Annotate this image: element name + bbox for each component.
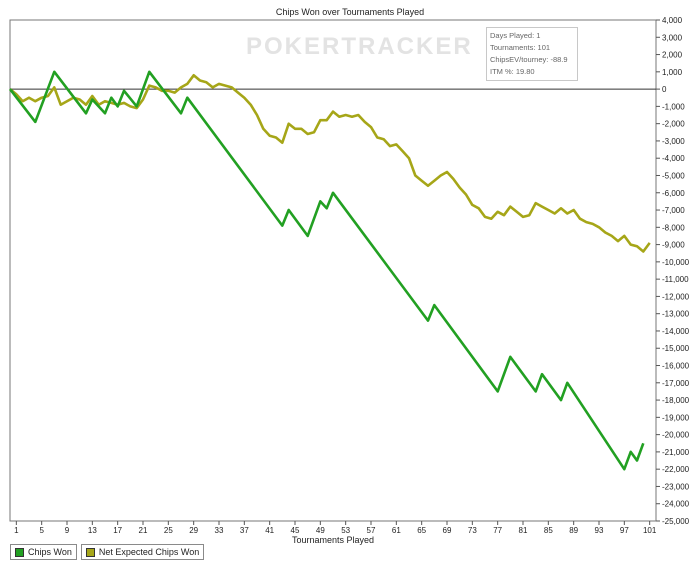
y-tick-label: -18,000 xyxy=(662,396,690,405)
x-tick-label: 37 xyxy=(240,526,249,535)
stat-chips-ev: ChipsEV/tourney: -88.9 xyxy=(490,55,568,64)
stats-box: Days Played: 1 Tournaments: 101 ChipsEV/… xyxy=(486,27,578,81)
y-tick-label: 0 xyxy=(662,85,667,94)
y-tick-label: -7,000 xyxy=(662,206,685,215)
y-tick-label: -2,000 xyxy=(662,120,685,129)
y-tick-label: -14,000 xyxy=(662,327,690,336)
y-tick-label: -15,000 xyxy=(662,344,690,353)
legend-swatch-chips-won xyxy=(15,547,24,557)
y-tick-label: -13,000 xyxy=(662,310,690,319)
y-tick-label: -6,000 xyxy=(662,189,685,198)
legend-swatch-net-expected-chips-won xyxy=(85,547,95,557)
y-tick-label: -8,000 xyxy=(662,223,685,232)
y-tick-label: 2,000 xyxy=(662,51,683,60)
x-tick-label: 17 xyxy=(113,526,122,535)
x-tick-label: 69 xyxy=(443,526,452,535)
series-line-chips-won xyxy=(8,70,645,471)
x-tick-label: 1 xyxy=(14,526,19,535)
chart-title: Chips Won over Tournaments Played xyxy=(275,7,425,17)
x-tick-label: 81 xyxy=(519,526,528,535)
x-tick-label: 13 xyxy=(88,526,97,535)
y-tick-label: -20,000 xyxy=(662,431,690,440)
y-tick-label: -3,000 xyxy=(662,137,685,146)
y-tick-label: 3,000 xyxy=(662,33,683,42)
y-tick-label: -21,000 xyxy=(662,448,690,457)
x-tick-label: 5 xyxy=(39,526,44,535)
y-tick-label: -25,000 xyxy=(662,517,690,526)
y-tick-label: -9,000 xyxy=(662,241,685,250)
stat-tournaments: Tournaments: 101 xyxy=(490,43,551,52)
x-tick-label: 49 xyxy=(316,526,325,535)
y-tick-label: -24,000 xyxy=(662,500,690,509)
y-tick-label: 1,000 xyxy=(662,68,683,77)
x-tick-label: 65 xyxy=(417,526,426,535)
y-tick-label: -16,000 xyxy=(662,362,690,371)
x-tick-label: 93 xyxy=(595,526,604,535)
x-tick-label: 85 xyxy=(544,526,553,535)
y-tick-label: -12,000 xyxy=(662,292,690,301)
x-tick-label: 33 xyxy=(215,526,224,535)
x-tick-label: 77 xyxy=(493,526,502,535)
x-tick-label: 21 xyxy=(139,526,148,535)
y-tick-label: -10,000 xyxy=(662,258,690,267)
x-tick-label: 101 xyxy=(643,526,657,535)
pokertracker-watermark: POKERTRACKER xyxy=(246,33,473,60)
stat-itm: ITM %: 19.80 xyxy=(490,67,535,76)
legend-label-net-expected-chips-won: Net Expected Chips Won xyxy=(98,547,200,557)
x-tick-label: 61 xyxy=(392,526,401,535)
legend-label-chips-won: Chips Won xyxy=(28,547,72,557)
x-tick-label: 73 xyxy=(468,526,477,535)
y-tick-label: -5,000 xyxy=(662,171,685,180)
legend-item-net-expected-chips-won[interactable]: Net Expected Chips Won xyxy=(80,544,205,560)
x-tick-label: 57 xyxy=(367,526,376,535)
y-tick-label: -4,000 xyxy=(662,154,685,163)
y-tick-label: -23,000 xyxy=(662,482,690,491)
x-tick-label: 45 xyxy=(291,526,300,535)
y-tick-label: -19,000 xyxy=(662,413,690,422)
x-tick-label: 97 xyxy=(620,526,629,535)
stat-days-played: Days Played: 1 xyxy=(490,31,541,40)
plot-frame xyxy=(9,19,657,522)
x-axis-title: Tournaments Played xyxy=(292,535,374,545)
x-tick-label: 9 xyxy=(65,526,70,535)
y-tick-label: 4,000 xyxy=(662,16,683,25)
y-tick-label: -11,000 xyxy=(662,275,689,284)
legend-item-chips-won[interactable]: Chips Won xyxy=(10,544,77,560)
y-tick-label: -1,000 xyxy=(662,102,685,111)
x-tick-label: 89 xyxy=(569,526,578,535)
x-tick-label: 53 xyxy=(341,526,350,535)
series-line-net-expected-chips-won xyxy=(9,74,651,253)
y-tick-label: -17,000 xyxy=(662,379,690,388)
x-tick-label: 25 xyxy=(164,526,173,535)
x-tick-label: 41 xyxy=(265,526,274,535)
y-tick-label: -22,000 xyxy=(662,465,690,474)
x-tick-label: 29 xyxy=(189,526,198,535)
chart-legend: Chips Won Net Expected Chips Won xyxy=(10,544,205,560)
